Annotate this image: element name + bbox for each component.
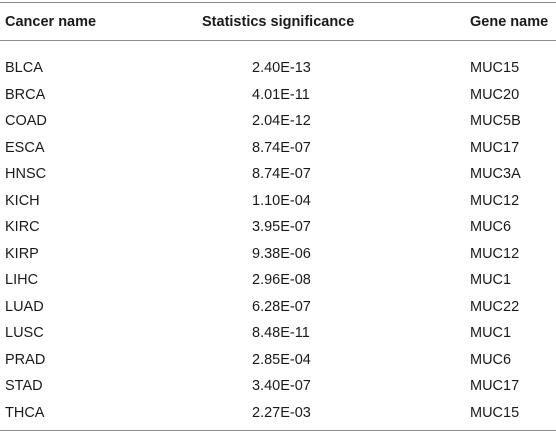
cell-cancer-name: HNSC [5, 166, 47, 182]
cell-statistics-significance: 4.01E-11 [252, 86, 310, 103]
cell-gene-name: MUC1 [470, 325, 512, 341]
table-row: STAD 3.40E-07 MUC17 [0, 373, 556, 400]
table-row: KICH 1.10E-04 MUC12 [0, 188, 556, 215]
table-row: KIRC 3.95E-07 MUC6 [0, 214, 556, 241]
table-row: LUSC 8.48E-11 MUC1 [0, 320, 556, 347]
cell-statistics-significance: 2.40E-13 [252, 60, 311, 76]
cell-statistics-significance: 2.27E-03 [252, 404, 311, 421]
cell-cancer-name: KICH [5, 192, 40, 209]
table-row: LIHC 2.96E-08 MUC1 [0, 267, 556, 294]
table-row: PRAD 2.85E-04 MUC6 [0, 347, 556, 374]
cell-cancer-name: THCA [5, 404, 45, 421]
cell-statistics-significance: 8.48E-11 [252, 325, 310, 341]
table-header-row: Cancer name Statistics significance Gene… [0, 3, 556, 40]
cell-gene-name: MUC1 [470, 272, 512, 288]
cell-gene-name: MUC15 [470, 60, 520, 76]
cell-statistics-significance: 3.40E-07 [252, 378, 311, 394]
cell-cancer-name: KIRC [5, 219, 40, 235]
cell-gene-name: MUC6 [470, 219, 512, 235]
table-header-rule [0, 40, 556, 41]
cell-gene-name: MUC3A [470, 166, 521, 182]
cell-gene-name: MUC5B [470, 113, 521, 129]
cell-cancer-name: ESCA [5, 139, 45, 156]
cell-cancer-name: KIRP [5, 245, 39, 262]
table-row: KIRP 9.38E-06 MUC12 [0, 241, 556, 268]
cell-cancer-name: COAD [5, 113, 47, 129]
cell-gene-name: MUC12 [470, 245, 520, 262]
header-statistics-significance: Statistics significance [202, 14, 355, 30]
cell-gene-name: MUC20 [470, 86, 520, 103]
table-bottom-rule [0, 430, 556, 431]
cell-gene-name: MUC15 [470, 404, 520, 421]
cell-gene-name: MUC6 [470, 351, 512, 368]
table-row: COAD 2.04E-12 MUC5B [0, 108, 556, 135]
cell-gene-name: MUC22 [470, 298, 520, 315]
table-row: BLCA 2.40E-13 MUC15 [0, 55, 556, 82]
cell-cancer-name: LIHC [5, 272, 39, 288]
cell-statistics-significance: 2.96E-08 [252, 272, 311, 288]
table-row: HNSC 8.74E-07 MUC3A [0, 161, 556, 188]
cell-gene-name: MUC17 [470, 139, 520, 156]
cell-statistics-significance: 9.38E-06 [252, 245, 311, 262]
table-row: LUAD 6.28E-07 MUC22 [0, 294, 556, 321]
cell-cancer-name: STAD [5, 378, 43, 394]
table-row: ESCA 8.74E-07 MUC17 [0, 135, 556, 162]
cell-statistics-significance: 6.28E-07 [252, 298, 311, 315]
table-body: BLCA 2.40E-13 MUC15 BRCA 4.01E-11 MUC20 … [0, 55, 556, 426]
table-row: BRCA 4.01E-11 MUC20 [0, 82, 556, 109]
cell-statistics-significance: 2.85E-04 [252, 351, 311, 368]
header-gene-name: Gene name [470, 14, 549, 30]
cell-cancer-name: LUAD [5, 298, 44, 315]
cell-cancer-name: LUSC [5, 325, 44, 341]
cell-cancer-name: PRAD [5, 351, 46, 368]
header-cancer-name: Cancer name [5, 14, 97, 30]
cell-gene-name: MUC17 [470, 378, 520, 394]
cell-statistics-significance: 3.95E-07 [252, 219, 311, 235]
cell-statistics-significance: 8.74E-07 [252, 139, 311, 156]
table-top-rule [0, 2, 556, 3]
cell-statistics-significance: 1.10E-04 [252, 192, 311, 209]
cell-cancer-name: BLCA [5, 60, 43, 76]
cell-cancer-name: BRCA [5, 86, 46, 103]
cell-statistics-significance: 2.04E-12 [252, 113, 311, 129]
table-row: THCA 2.27E-03 MUC15 [0, 400, 556, 427]
cell-statistics-significance: 8.74E-07 [252, 166, 311, 182]
cell-gene-name: MUC12 [470, 192, 520, 209]
